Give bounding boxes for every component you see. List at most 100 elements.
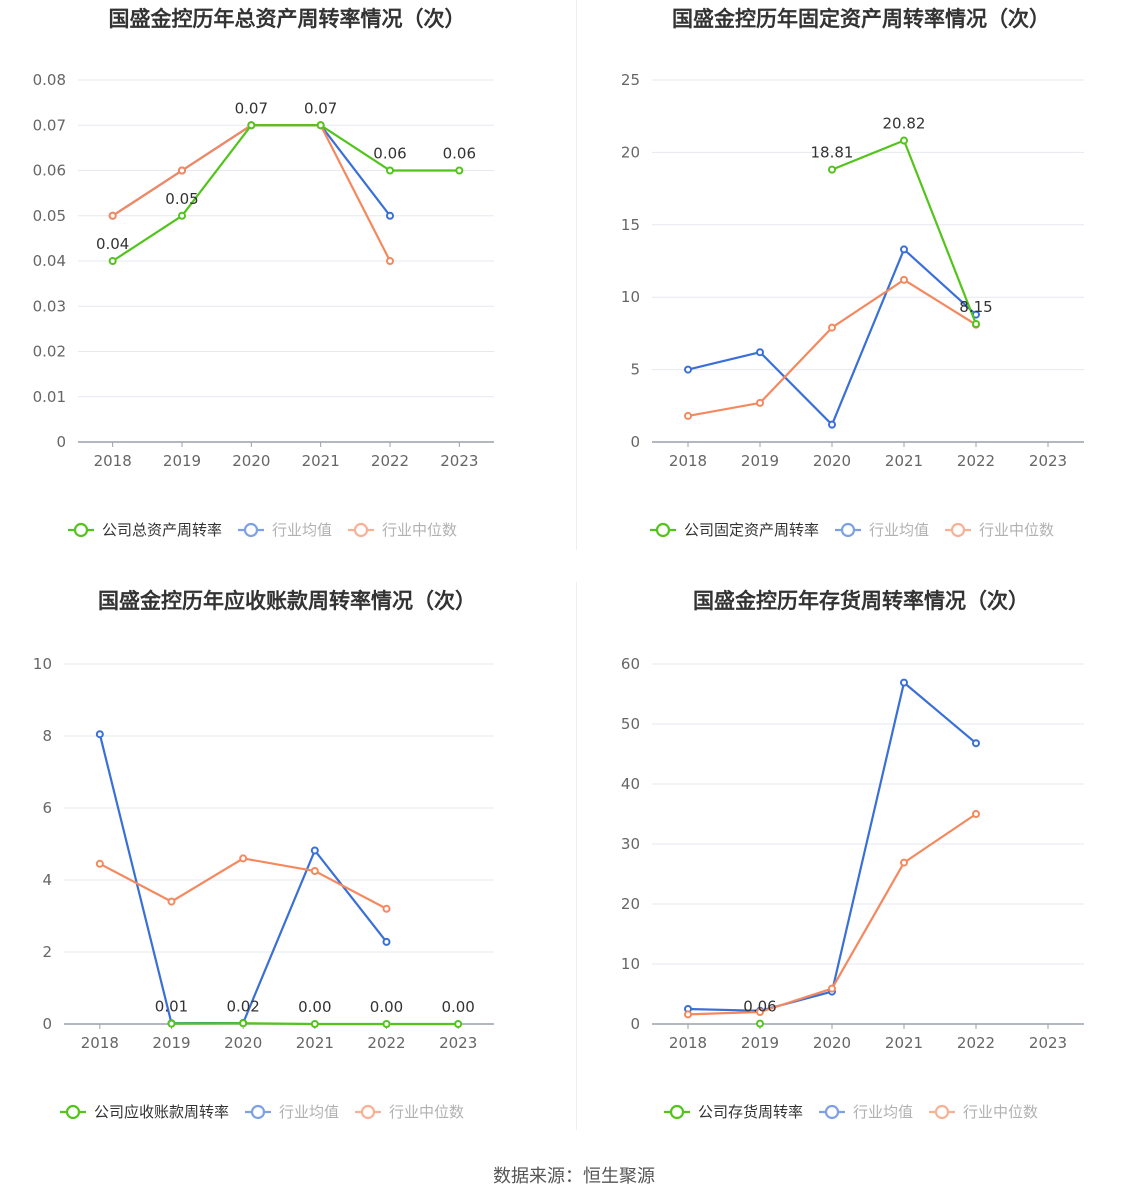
- data-point-company: [454, 1020, 463, 1028]
- x-tick-label: 2019: [741, 1034, 779, 1052]
- data-label: 20.82: [883, 115, 926, 133]
- y-tick-label: 0.08: [33, 71, 66, 89]
- y-tick-label: 10: [33, 655, 52, 673]
- data-point-average: [95, 730, 104, 739]
- x-tick-label: 2021: [302, 452, 340, 470]
- y-tick-label: 0: [630, 1015, 640, 1033]
- x-tick-label: 2023: [440, 452, 478, 470]
- y-tick-label: 2: [42, 943, 52, 961]
- data-point-median: [828, 323, 836, 332]
- data-point-company: [900, 136, 908, 145]
- data-label: 0.04: [96, 235, 129, 253]
- legend-item-average: 行业均值: [245, 1103, 339, 1121]
- legend-item-company: 公司固定资产周转率: [650, 521, 819, 539]
- data-point-average: [310, 846, 319, 855]
- chart-fixed-assets-turnover: 国盛金控历年固定资产周转率情况（次） 0 5 10 15 20 25 2018 2019 2020…: [621, 7, 1084, 539]
- y-tick-label: 0: [630, 433, 640, 451]
- data-point-average: [828, 420, 836, 429]
- legend-item-median: 行业中位数: [945, 521, 1054, 539]
- legend-label: 公司存货周转率: [698, 1103, 803, 1121]
- data-source-note: 数据来源：恒生聚源: [493, 1166, 655, 1187]
- legend-label: 行业中位数: [963, 1103, 1038, 1121]
- data-point-average: [756, 348, 764, 357]
- data-point-company: [178, 211, 186, 220]
- x-tick-label: 2023: [439, 1034, 477, 1052]
- legend-item-company: 公司总资产周转率: [68, 521, 222, 539]
- legend-label: 行业中位数: [389, 1103, 464, 1121]
- data-point-company: [455, 166, 464, 175]
- legend-marker-icon: [840, 522, 856, 538]
- legend-label: 行业均值: [853, 1103, 913, 1121]
- legend-item-average: 行业均值: [835, 521, 929, 539]
- legend-marker-icon: [73, 522, 89, 538]
- data-point-average: [900, 678, 908, 687]
- legend-marker-icon: [360, 1104, 376, 1120]
- data-point-median: [310, 867, 319, 875]
- data-point-median: [756, 1008, 764, 1016]
- x-tick-label: 2018: [669, 452, 707, 470]
- x-tick-label: 2020: [224, 1034, 262, 1052]
- x-tick-label: 2019: [152, 1034, 190, 1052]
- y-tick-label: 8: [42, 727, 52, 745]
- legend-marker-icon: [950, 522, 966, 538]
- legend-marker-icon: [824, 1104, 840, 1120]
- chart-panel-fixed-assets: 国盛金控历年固定资产周转率情况（次） 0 5 10 15 20 25 2018 2019 2020…: [574, 0, 1148, 580]
- data-point-median: [386, 257, 394, 265]
- x-tick-label: 2021: [885, 452, 923, 470]
- chart-title: 国盛金控历年应收账款周转率情况（次）: [98, 589, 476, 613]
- chart-total-assets-turnover: 国盛金控历年总资产周转率情况（次） 0 0.01 0.02 0.03 0.04 0.05 0.…: [33, 7, 494, 539]
- legend-label: 行业均值: [272, 521, 332, 539]
- legend-marker-icon: [250, 1104, 266, 1120]
- data-label: 0.01: [155, 998, 188, 1016]
- data-label: 18.81: [811, 144, 854, 162]
- series-line-average: [687, 247, 977, 427]
- data-point-median: [684, 411, 692, 420]
- legend-marker-icon: [655, 522, 671, 538]
- data-point-median: [684, 1010, 692, 1019]
- legend-label: 行业均值: [869, 521, 929, 539]
- y-tick-label: 10: [621, 955, 640, 973]
- chart-title: 国盛金控历年总资产周转率情况（次）: [109, 7, 466, 31]
- legend-label: 行业中位数: [979, 521, 1054, 539]
- y-tick-label: 0.03: [33, 297, 66, 315]
- x-tick-label: 2022: [957, 452, 995, 470]
- y-tick-label: 0: [42, 1015, 52, 1033]
- data-label: 0.05: [165, 190, 198, 208]
- y-tick-label: 0.04: [33, 252, 66, 270]
- y-tick-label: 20: [621, 143, 640, 161]
- y-tick-label: 0.02: [33, 343, 66, 361]
- y-tick-label: 40: [621, 775, 640, 793]
- data-point-median: [972, 810, 980, 818]
- legend-item-average: 行业均值: [238, 521, 332, 539]
- series-line-average: [98, 733, 388, 1025]
- y-tick-label: 60: [621, 655, 640, 673]
- data-label: 0.06: [373, 145, 406, 163]
- legend-item-company: 公司存货周转率: [664, 1103, 803, 1121]
- series-line-median: [687, 278, 977, 418]
- x-tick-label: 2019: [163, 452, 201, 470]
- legend-label: 公司固定资产周转率: [684, 521, 819, 539]
- y-tick-label: 6: [42, 799, 52, 817]
- data-label: 0.02: [226, 997, 259, 1015]
- data-point-average: [386, 211, 394, 220]
- x-tick-label: 2018: [669, 1034, 707, 1052]
- data-point-company: [382, 1020, 391, 1028]
- legend-item-company: 公司应收账款周转率: [60, 1103, 229, 1121]
- y-tick-label: 0.07: [33, 116, 66, 134]
- chart-panel-inventory: 国盛金控历年存货周转率情况（次） 0 10 20 30 40 50 60 2018 2019 202…: [574, 582, 1148, 1162]
- series-line-average: [687, 680, 977, 1012]
- x-tick-label: 2021: [885, 1034, 923, 1052]
- y-tick-label: 0: [56, 433, 66, 451]
- chart-title: 国盛金控历年固定资产周转率情况（次）: [672, 7, 1050, 31]
- x-tick-label: 2019: [741, 452, 779, 470]
- legend-label: 公司应收账款周转率: [94, 1103, 229, 1121]
- data-point-company: [972, 319, 980, 328]
- data-point-median: [108, 211, 117, 220]
- data-label: 0.00: [370, 998, 403, 1016]
- panel-divider-top: [576, 0, 577, 550]
- data-point-company: [316, 121, 325, 130]
- y-tick-label: 20: [621, 895, 640, 913]
- y-tick-label: 10: [621, 288, 640, 306]
- legend-marker-icon: [65, 1104, 81, 1120]
- data-label: 0.00: [298, 998, 331, 1016]
